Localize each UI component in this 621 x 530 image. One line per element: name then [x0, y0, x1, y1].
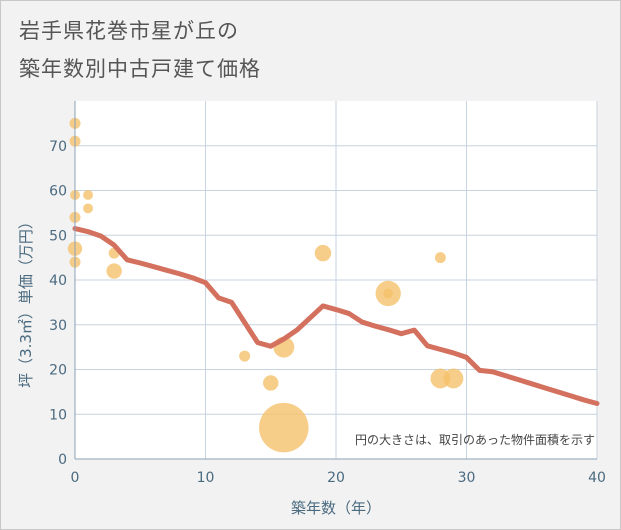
data-point [314, 244, 332, 262]
x-tick-label: 0 [71, 470, 80, 486]
y-tick-label: 10 [49, 407, 67, 423]
y-tick-label: 60 [49, 184, 67, 200]
x-tick-label: 30 [458, 470, 476, 486]
x-axis-label: 築年数（年） [291, 499, 381, 517]
chart-title-line-1: 岩手県花巻市星が丘の [19, 19, 239, 43]
data-point [83, 203, 94, 214]
data-point [263, 375, 279, 391]
y-axis-label: 坪（3.3㎡）単価（万円） [17, 214, 35, 388]
trend-line [72, 226, 600, 407]
x-tick-labels: 0 10 20 30 40 [71, 470, 606, 486]
data-point [106, 263, 122, 279]
data-point [434, 252, 446, 264]
y-tick-label: 20 [49, 363, 67, 379]
size-note: 円の大きさは、取引のあった物件面積を示す [355, 432, 595, 447]
y-tick-label: 40 [49, 273, 67, 289]
data-point [383, 288, 394, 299]
grid-lines [75, 101, 598, 459]
x-tick-label: 20 [327, 470, 345, 486]
x-tick-label: 40 [588, 470, 606, 486]
chart-title-line-2: 築年数別中古戸建て価格 [19, 57, 261, 81]
y-tick-label: 0 [58, 452, 67, 468]
y-tick-label: 50 [49, 228, 67, 244]
data-point [83, 190, 94, 200]
y-tick-label: 70 [49, 139, 67, 155]
y-tick-labels: 0 10 20 30 40 50 60 70 [49, 139, 67, 468]
data-points [67, 117, 464, 453]
y-tick-label: 30 [49, 318, 67, 334]
x-tick-label: 10 [197, 470, 215, 486]
data-point [259, 402, 309, 453]
data-point [239, 350, 251, 362]
data-point [443, 368, 464, 389]
